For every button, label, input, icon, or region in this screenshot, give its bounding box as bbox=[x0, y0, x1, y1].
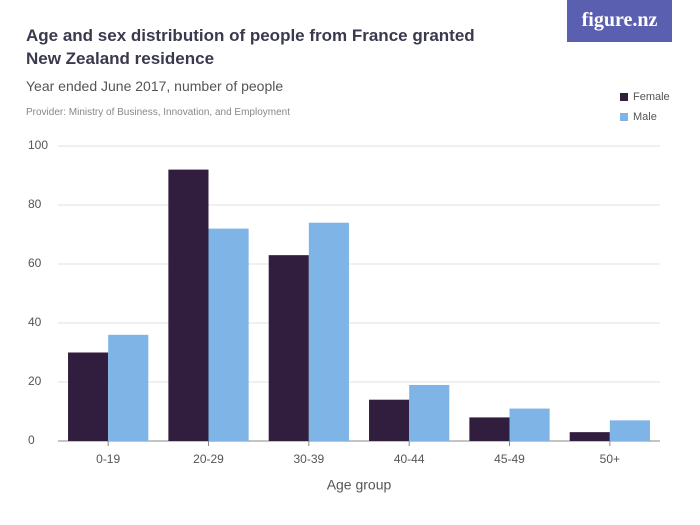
x-tick-label: 0-19 bbox=[96, 452, 120, 466]
x-tick-label: 50+ bbox=[600, 452, 620, 466]
x-axis-label: Age group bbox=[327, 477, 392, 493]
chart-subtitle: Year ended June 2017, number of people bbox=[26, 78, 284, 94]
provider: Provider: Ministry of Business, Innovati… bbox=[26, 107, 291, 118]
bar bbox=[208, 228, 249, 441]
bar bbox=[469, 417, 510, 441]
bar bbox=[108, 334, 149, 441]
x-tick-label: 20-29 bbox=[193, 452, 224, 466]
x-tick-label: 45-49 bbox=[494, 452, 525, 466]
bar bbox=[509, 408, 550, 441]
bar bbox=[369, 399, 410, 441]
bar bbox=[308, 222, 349, 441]
y-tick-label: 100 bbox=[28, 138, 48, 152]
x-tick-label: 40-44 bbox=[394, 452, 425, 466]
bar bbox=[168, 169, 209, 441]
bar bbox=[609, 420, 650, 441]
y-tick-label: 60 bbox=[28, 256, 42, 270]
bar bbox=[569, 432, 610, 441]
y-tick-label: 80 bbox=[28, 197, 42, 211]
chart-title: Age and sex distribution of people from … bbox=[26, 26, 475, 68]
legend-label: Female bbox=[633, 91, 670, 103]
bar bbox=[409, 384, 450, 441]
legend-swatch bbox=[620, 113, 628, 121]
x-tick-label: 30-39 bbox=[293, 452, 324, 466]
logo[interactable]: figure.nz bbox=[567, 0, 672, 42]
legend-swatch bbox=[620, 93, 628, 101]
bar bbox=[68, 352, 109, 441]
bar bbox=[268, 255, 309, 441]
y-tick-label: 0 bbox=[28, 433, 35, 447]
y-tick-label: 20 bbox=[28, 374, 42, 388]
legend-label: Male bbox=[633, 111, 657, 123]
y-tick-label: 40 bbox=[28, 315, 42, 329]
